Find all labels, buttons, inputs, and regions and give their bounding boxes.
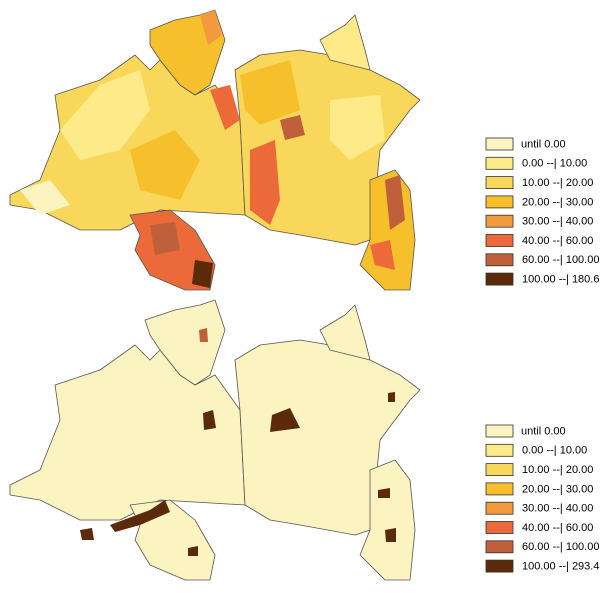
legend-label: 100.00 --| 180.67 <box>522 274 600 286</box>
legend-label: 100.00 --| 293.40 <box>522 561 600 573</box>
region <box>199 328 208 342</box>
legend-swatch <box>485 137 514 151</box>
legend-swatch <box>485 521 514 534</box>
legend-label: 30.00 --| 40.00 <box>522 503 593 515</box>
legend-swatch <box>485 156 514 170</box>
region <box>150 222 180 255</box>
legend-label: 0.00 --| 10.00 <box>522 158 587 170</box>
legend-swatch <box>485 234 514 247</box>
legend-swatch <box>485 443 514 457</box>
region <box>280 115 305 140</box>
region <box>110 500 170 532</box>
map-top <box>9 9 421 291</box>
legend-label: 60.00 --| 100.00 <box>522 541 599 553</box>
region <box>130 130 200 200</box>
region <box>203 410 216 430</box>
region <box>385 528 396 542</box>
region <box>192 260 213 288</box>
legend-swatch <box>485 559 514 573</box>
map-bottom <box>9 299 421 581</box>
region <box>378 488 390 498</box>
region <box>388 392 395 402</box>
region <box>370 240 395 270</box>
region <box>319 14 371 71</box>
region <box>359 459 416 581</box>
legend-swatch <box>485 501 514 515</box>
legend-label: 20.00 --| 30.00 <box>522 196 593 208</box>
region <box>319 304 371 361</box>
region <box>80 528 94 540</box>
legend-label: 60.00 --| 100.00 <box>522 254 599 266</box>
region <box>200 10 222 45</box>
legend-swatch <box>485 424 514 438</box>
legend-label: 0.00 --| 10.00 <box>522 445 587 457</box>
region <box>385 175 405 230</box>
region <box>210 85 240 130</box>
region <box>330 95 385 160</box>
legend-swatch <box>485 272 514 286</box>
region <box>20 180 70 215</box>
region <box>240 60 300 125</box>
legend-label: 20.00 --| 30.00 <box>522 483 593 495</box>
legend-swatch <box>485 214 514 228</box>
region <box>188 546 198 556</box>
legend-label: 40.00 --| 60.00 <box>522 235 593 247</box>
legend-swatch <box>485 463 514 477</box>
legend-label: 30.00 --| 40.00 <box>522 216 593 228</box>
legend-swatch <box>485 540 514 554</box>
region <box>60 70 150 160</box>
region <box>250 140 280 225</box>
legend-swatch <box>485 253 514 267</box>
region <box>270 408 300 432</box>
legend-swatch <box>485 195 514 209</box>
legend-label: 10.00 --| 20.00 <box>522 177 593 189</box>
legend-label: 10.00 --| 20.00 <box>522 464 593 476</box>
legend-label: until 0.00 <box>521 138 566 150</box>
legend-swatch <box>485 176 514 190</box>
legend-label: until 0.00 <box>521 425 566 437</box>
legend-label: 40.00 --| 60.00 <box>522 522 593 534</box>
region <box>144 299 226 386</box>
region <box>129 499 216 581</box>
legend-swatch <box>485 482 514 496</box>
